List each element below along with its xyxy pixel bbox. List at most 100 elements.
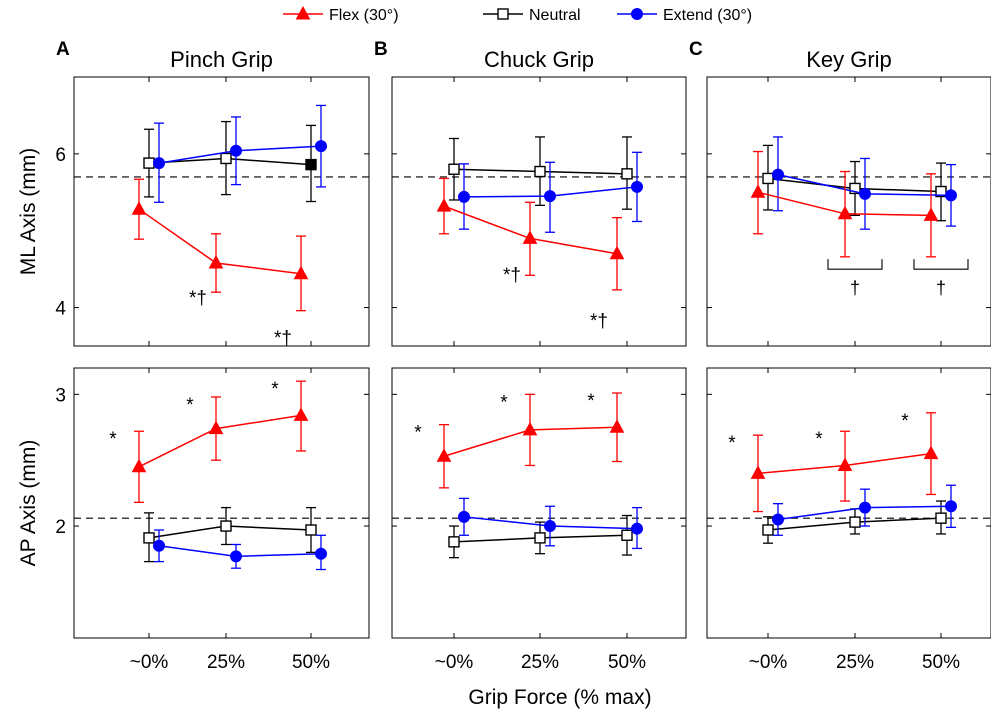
significance-bracket [913,259,969,270]
x-tick-label: ~0% [435,652,474,673]
significance-marker: * [109,429,117,450]
significance-marker: * [500,392,508,413]
data-point [544,190,556,203]
data-point [230,550,242,563]
data-point [750,465,766,479]
y-axis-label: ML Axis (mm) [17,148,40,276]
axes-frame [706,76,991,347]
panel-title: Key Grip [806,47,892,72]
legend-entry: Neutral [483,7,581,24]
panel-a-ml: 4 6 Pinch Grip A ML Axis (mm) *† *† [17,39,370,349]
panel-letter: A [56,39,70,60]
panel-b-ml: Chuck Grip B *† *† [374,39,687,347]
data-point [153,539,165,552]
data-point [448,536,460,548]
significance-bracket [827,259,883,270]
data-point [153,157,165,170]
data-point [305,524,317,536]
data-point [131,201,147,215]
series-flex [131,178,309,312]
legend-label: Extend (30°) [663,7,752,24]
data-point [436,448,452,462]
series-flex [436,177,625,291]
x-tick-label: 50% [922,652,960,673]
data-point [143,157,155,169]
data-point [230,144,242,157]
significance-marker: † [850,278,860,298]
panel-title: Pinch Grip [170,47,273,72]
legend-entry: Flex (30°) [283,5,399,24]
axes-frame [706,367,991,639]
panel-letter: B [374,39,388,60]
significance-marker: * [815,429,823,450]
data-point [609,245,625,260]
data-point [859,187,871,200]
panel-c-ap: ~0% 25% 50% * * * [706,367,991,673]
significance-marker: *† [189,288,207,309]
panel-title: Chuck Grip [484,47,594,72]
series-extend [772,136,957,230]
legend-marker [631,8,643,20]
series-neutral [143,506,317,563]
data-point [837,205,853,220]
significance-marker: * [271,379,279,400]
significance-marker: * [587,391,595,412]
series-extend [458,497,643,550]
data-point [621,529,633,541]
data-point [293,407,309,421]
series-extend [772,484,957,536]
data-point [849,516,861,528]
series-line [138,414,302,468]
data-point [762,524,774,536]
y-tick-label: 6 [55,145,66,166]
significance-marker: *† [274,328,292,349]
legend-label: Neutral [529,7,581,24]
significance-marker: * [414,423,422,444]
data-point [859,501,871,514]
axes-frame [391,76,687,347]
legend: Flex (30°) Neutral Extend (30°) [283,5,752,24]
series-flex [436,392,625,489]
data-point [945,189,957,202]
legend-marker [295,5,311,20]
axes-frame [391,367,687,639]
panel-letter: C [689,39,703,60]
data-point [772,168,784,181]
legend-entry: Extend (30°) [617,7,752,24]
axes-frame [73,76,370,347]
data-point [762,172,774,185]
data-point [631,180,643,193]
data-point [522,421,538,436]
significance-marker: *† [503,265,521,286]
x-tick-label: 50% [292,652,330,673]
series-extend [153,104,327,203]
data-point [208,420,224,435]
data-point [305,158,317,171]
x-tick-label: 50% [608,652,646,673]
data-point [220,520,232,532]
data-point [772,513,784,526]
data-point [131,458,147,473]
x-tick-label: 25% [836,652,874,673]
y-tick-label: 3 [55,385,66,406]
data-point [293,265,309,280]
data-point [837,457,853,471]
series-neutral [448,136,633,210]
x-axis-label: Grip Force (% max) [468,686,651,709]
x-tick-label: 25% [521,652,559,673]
y-tick-label: 2 [55,517,66,538]
data-point [143,532,155,544]
significance-marker: * [728,433,736,454]
data-point [935,185,947,198]
significance-marker: * [901,411,909,432]
x-tick-label: ~0% [749,652,788,673]
data-point [750,184,766,198]
legend-marker [497,8,509,20]
data-point [631,522,643,535]
data-point [544,520,556,533]
series-neutral [448,514,633,559]
data-point [849,182,861,195]
series-neutral [143,120,317,203]
data-point [609,419,625,433]
